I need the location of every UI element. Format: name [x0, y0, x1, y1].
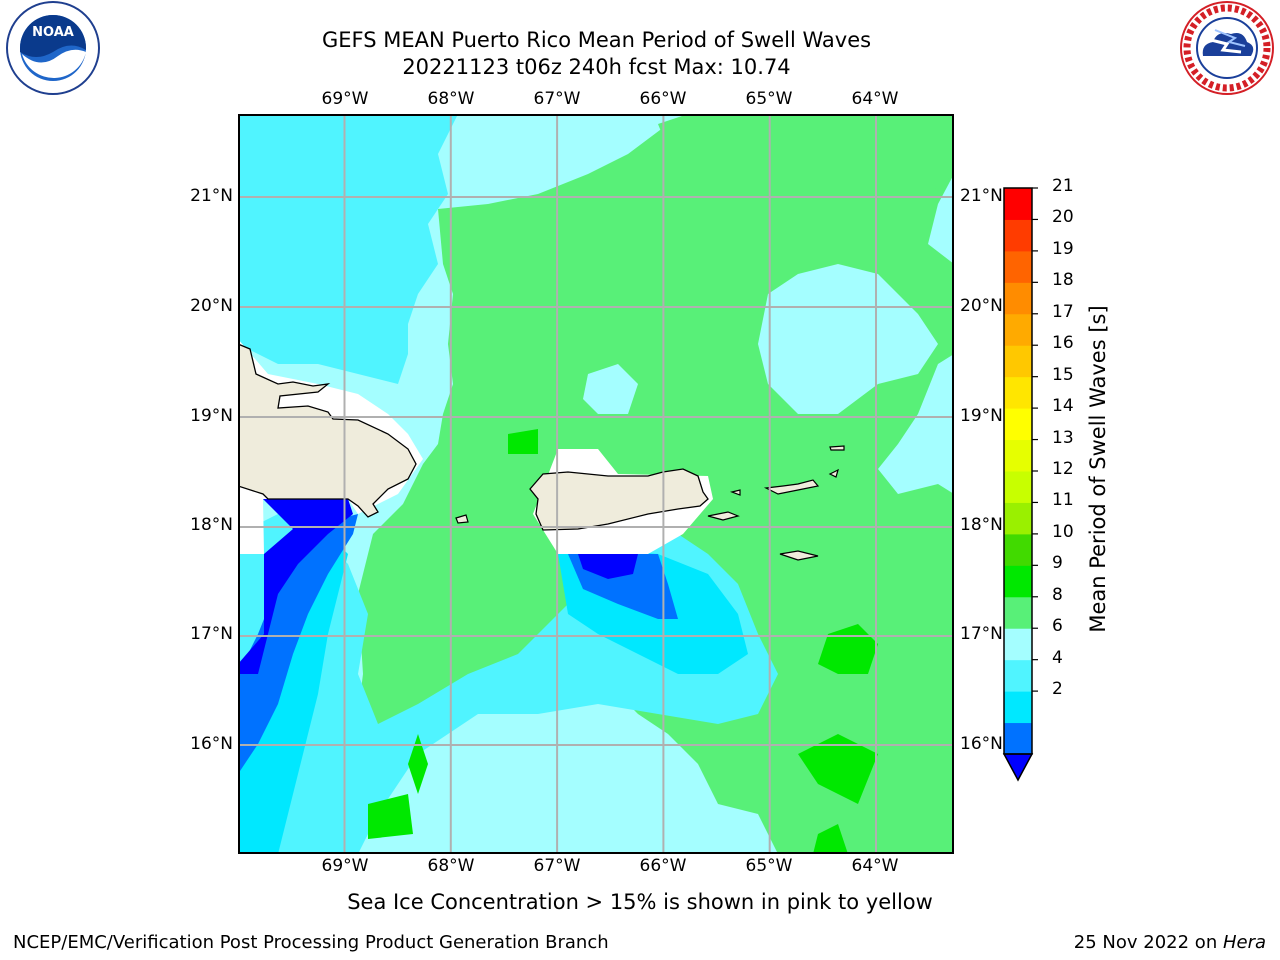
- st-croix: [779, 550, 819, 561]
- lat-label-right-17n: 17°N: [960, 624, 1003, 644]
- graticule: [238, 114, 954, 854]
- lon-label-bottom-67w: 67°W: [533, 856, 581, 876]
- colorbar-tick-label: 21: [1052, 176, 1074, 196]
- map-title-line-1: GEFS MEAN Puerto Rico Mean Period of Swe…: [321, 28, 872, 52]
- colorbar-segment: [1004, 565, 1032, 598]
- colorbar-graphic: [1002, 187, 1038, 782]
- colorbar-tick-label: 14: [1052, 396, 1074, 417]
- lat-label-left-20n: 20°N: [190, 296, 233, 316]
- nws-logo: [1175, 0, 1280, 100]
- colorbar-label: Mean Period of Swell Waves [s]: [1086, 305, 1110, 633]
- lon-label-bottom-69w: 69°W: [321, 856, 369, 876]
- virgin-islands-3: [828, 468, 839, 478]
- colorbar-segment: [1004, 345, 1032, 378]
- map-frame: [238, 114, 954, 854]
- lon-label-top-67w: 67°W: [533, 89, 581, 109]
- band-0-2-pr: [578, 554, 638, 579]
- lat-label-right-21n: 21°N: [960, 186, 1003, 206]
- lat-label-left-18n: 18°N: [190, 515, 233, 535]
- band-4-6: [238, 534, 348, 854]
- sea-ice-note: Sea Ice Concentration > 15% is shown in …: [347, 890, 933, 914]
- colorbar-tick-label: 6: [1052, 616, 1063, 637]
- swell-period-map: [238, 114, 954, 854]
- generation-date-text: 25 Nov 2022 on: [1073, 932, 1223, 953]
- band-9-10-north: [658, 114, 954, 204]
- colorbar-segment: [1004, 471, 1032, 503]
- lat-label-right-18n: 18°N: [960, 515, 1003, 535]
- lon-label-bottom-65w: 65°W: [745, 856, 793, 876]
- mona-island: [455, 514, 469, 524]
- colorbar-segment: [1004, 188, 1032, 220]
- colorbar-tick-label: 4: [1052, 647, 1063, 668]
- band-10-11-d: [408, 734, 428, 794]
- noaa-logo-text: NOAA: [32, 25, 74, 40]
- colorbar-segment: [1004, 722, 1032, 755]
- colorbar-tick-label: 20: [1052, 207, 1074, 228]
- colorbar: [998, 184, 1048, 784]
- lon-label-bottom-64w: 64°W: [851, 856, 899, 876]
- colorbar-segment: [1004, 533, 1032, 566]
- colorbar-tick-label: 11: [1052, 490, 1074, 511]
- lat-label-left-17n: 17°N: [190, 624, 233, 644]
- colorbar-segment: [1004, 250, 1032, 283]
- anegada: [829, 445, 845, 451]
- generation-date: 25 Nov 2022 on Hera: [1074, 932, 1266, 953]
- band-10-11-c: [368, 794, 413, 839]
- colorbar-tick-label: 19: [1052, 238, 1074, 259]
- colorbar-tick-label: 9: [1052, 553, 1063, 574]
- colorbar-segment: [1004, 408, 1032, 441]
- lat-label-right-20n: 20°N: [960, 296, 1003, 316]
- lat-label-left-19n: 19°N: [190, 406, 233, 426]
- lon-label-top-64w: 64°W: [851, 89, 899, 109]
- band-0-2: [238, 499, 353, 674]
- lon-label-top-68w: 68°W: [427, 89, 475, 109]
- lon-label-bottom-68w: 68°W: [427, 856, 475, 876]
- producer-credit: NCEP/EMC/Verification Post Processing Pr…: [13, 932, 609, 953]
- band-10-11-e: [508, 429, 538, 454]
- colorbar-segment: [1004, 596, 1032, 629]
- colorbar-segment: [1004, 313, 1032, 346]
- colorbar-segment: [1004, 628, 1032, 661]
- band-10-11-b: [798, 734, 878, 804]
- band-2-4: [238, 514, 358, 774]
- colorbar-tick-label: 13: [1052, 427, 1074, 448]
- lat-label-right-19n: 19°N: [960, 406, 1003, 426]
- colorbar-segment: [1004, 439, 1032, 472]
- lon-label-top-66w: 66°W: [639, 89, 687, 109]
- colorbar-tick-label: 12: [1052, 459, 1074, 479]
- colorbar-segment: [1004, 691, 1032, 724]
- lat-label-left-16n: 16°N: [190, 734, 233, 754]
- map-panel: [238, 114, 954, 854]
- colorbar-ticks: 21 20 19 18 17 16 15 14 13 12 11 10 9 8 6 4 2: [1052, 176, 1092, 780]
- hispaniola-land: [238, 343, 417, 518]
- lon-label-bottom-66w: 66°W: [639, 856, 687, 876]
- colorbar-segment: [1004, 376, 1032, 409]
- culebra: [729, 489, 741, 496]
- virgin-islands-1: [707, 511, 740, 521]
- colorbar-tick-label: 2: [1052, 679, 1063, 700]
- map-title-line-2: 20221123 t06z 240h fcst Max: 10.74: [402, 55, 791, 79]
- noaa-logo: NOAA: [0, 0, 106, 100]
- colorbar-tick-label: 10: [1052, 521, 1074, 542]
- colorbar-tick-label: 17: [1052, 301, 1074, 322]
- band-8-9-patch-2: [583, 364, 638, 414]
- colorbar-segment: [1004, 282, 1032, 315]
- lon-label-top-65w: 65°W: [745, 89, 793, 109]
- lat-label-right-16n: 16°N: [960, 734, 1003, 754]
- colorbar-tick-label: 18: [1052, 270, 1074, 291]
- lon-label-top-69w: 69°W: [321, 89, 369, 109]
- colorbar-extend-triangle: [1002, 753, 1034, 782]
- colorbar-tick-label: 16: [1052, 333, 1074, 354]
- virgin-islands-2: [763, 479, 820, 495]
- band-10-11-f: [813, 824, 848, 854]
- host-name: Hera: [1222, 932, 1266, 953]
- band-6-8-west: [238, 114, 458, 384]
- colorbar-segment: [1004, 219, 1032, 252]
- band-8-9-patch: [758, 264, 938, 414]
- colorbar-tick-label: 8: [1052, 584, 1063, 605]
- colorbar-tick-label: 15: [1052, 364, 1074, 385]
- colorbar-segment: [1004, 659, 1032, 692]
- colorbar-segment: [1004, 502, 1032, 535]
- lat-label-left-21n: 21°N: [190, 186, 233, 206]
